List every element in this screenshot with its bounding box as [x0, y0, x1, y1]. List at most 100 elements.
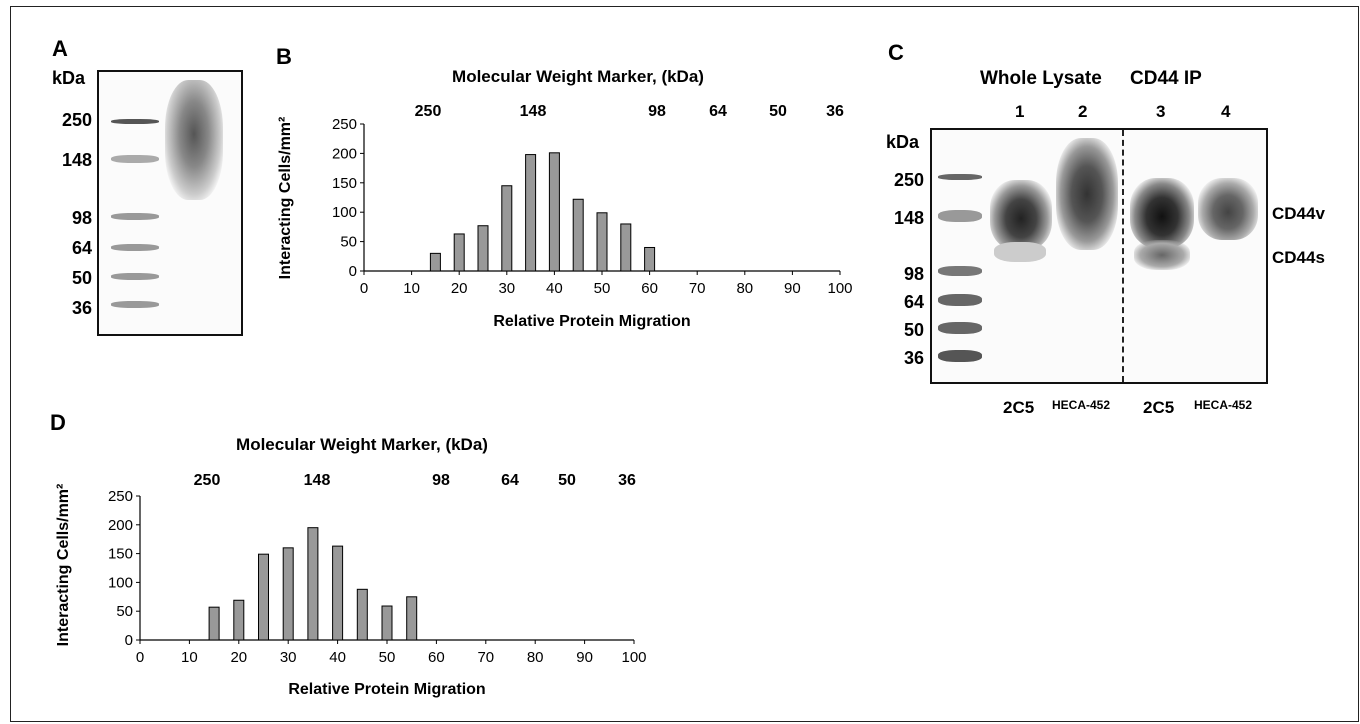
bar [548, 152, 560, 272]
panel-c-marker-64: 64 [903, 292, 924, 312]
x-tick-label: 60 [428, 649, 445, 666]
y-axis-label: Interacting Cells/mm² [55, 484, 72, 647]
y-tick-label: 200 [332, 145, 357, 162]
panel-c-marker-250: 250 [893, 170, 924, 190]
x-tick-label: 30 [498, 280, 515, 297]
panel-a-marker-36: 36 [71, 298, 92, 318]
panel-c-antibody-lane-4: HECA-452 [1194, 398, 1253, 412]
y-tick-label: 0 [125, 632, 133, 649]
x-tick-label: 0 [136, 649, 144, 666]
y-tick-label: 150 [332, 175, 357, 192]
bar [596, 212, 608, 272]
panel-c-band-cd44s: CD44s [1272, 248, 1325, 267]
figure-frame [10, 6, 1359, 722]
panel-a-blot [97, 70, 243, 336]
bar [307, 527, 319, 641]
x-tick-label: 0 [360, 280, 368, 297]
panel-c-marker-50: 50 [903, 320, 924, 340]
panel-c-antibody-lane-3: 2C5 [1143, 398, 1175, 417]
x-tick-label: 100 [621, 649, 646, 666]
panel-c-letter: C [888, 40, 904, 65]
x-axis-label: Relative Protein Migration [288, 681, 485, 698]
y-tick-label: 0 [349, 263, 357, 280]
panel-a-marker-98: 98 [71, 208, 92, 228]
bar [429, 252, 441, 272]
x-tick-label: 10 [403, 280, 420, 297]
x-axis-label: Relative Protein Migration [493, 313, 690, 330]
panel-c-lane-3: 3 [1156, 102, 1166, 121]
top-axis-tick-label: 250 [415, 103, 442, 120]
top-axis-tick-label: 98 [648, 103, 666, 120]
panel-a-letter: A [52, 36, 68, 61]
chart-title: Molecular Weight Marker, (kDa) [236, 435, 488, 454]
bar [233, 599, 245, 641]
x-tick-label: 40 [329, 649, 346, 666]
bar [356, 588, 368, 641]
panel-a-marker-250: 250 [61, 110, 92, 130]
bar [258, 553, 269, 641]
panel-a-marker-50: 50 [71, 268, 92, 288]
panel-c-lane-2: 2 [1078, 102, 1088, 121]
y-tick-label: 250 [108, 488, 133, 505]
x-tick-label: 80 [736, 280, 753, 297]
y-tick-label: 150 [108, 546, 133, 563]
x-tick-label: 20 [230, 649, 247, 666]
y-tick-label: 250 [332, 116, 357, 133]
bar [644, 246, 656, 272]
bar [620, 223, 632, 272]
bar [525, 154, 537, 272]
bar [501, 185, 513, 272]
top-axis-tick-label: 50 [769, 103, 787, 120]
x-tick-label: 30 [280, 649, 297, 666]
top-axis-tick-label: 36 [826, 103, 844, 120]
x-tick-label: 20 [451, 280, 468, 297]
panel-c-lane-4: 4 [1221, 102, 1231, 121]
panel-c-blot [930, 128, 1268, 384]
panel-a-kda-label: kDa [52, 68, 86, 88]
chart-title: Molecular Weight Marker, (kDa) [452, 67, 704, 86]
panel-c-antibody-lane-1: 2C5 [1003, 398, 1035, 417]
bar [332, 545, 344, 641]
top-axis-tick-label: 64 [501, 472, 519, 489]
bar [572, 198, 584, 272]
x-tick-label: 60 [641, 280, 658, 297]
panel-c-marker-148: 148 [893, 208, 924, 228]
top-axis-tick-label: 64 [709, 103, 727, 120]
bar [477, 225, 489, 272]
panel-c-band-cd44v: CD44v [1272, 204, 1325, 223]
panel-a-marker-64: 64 [71, 238, 92, 258]
panel-c-kda-label: kDa [886, 132, 920, 152]
panel-c-antibody-lane-2: HECA-452 [1052, 398, 1111, 412]
top-axis-tick-label: 36 [618, 472, 636, 489]
top-axis-tick-label: 148 [304, 472, 331, 489]
x-tick-label: 10 [181, 649, 198, 666]
x-tick-label: 100 [827, 280, 852, 297]
x-tick-label: 70 [689, 280, 706, 297]
top-axis-tick-label: 50 [558, 472, 576, 489]
panel-c-marker-98: 98 [903, 264, 924, 284]
bar [282, 547, 294, 641]
panel-b-letter: B [276, 44, 292, 69]
y-tick-label: 200 [108, 517, 133, 534]
x-tick-label: 50 [379, 649, 396, 666]
panel-c-group-cd44-ip: CD44 IP [1130, 68, 1202, 89]
x-tick-label: 90 [784, 280, 801, 297]
bar [453, 233, 465, 272]
bar [406, 596, 418, 641]
panel-d-letter: D [50, 410, 66, 435]
y-tick-label: 50 [340, 234, 357, 251]
x-tick-label: 70 [477, 649, 494, 666]
y-axis-label: Interacting Cells/mm² [277, 117, 294, 280]
top-axis-tick-label: 250 [194, 472, 221, 489]
panel-c-group-whole-lysate: Whole Lysate [980, 68, 1102, 89]
bar [208, 606, 220, 641]
y-tick-label: 50 [116, 603, 133, 620]
y-tick-label: 100 [108, 574, 133, 591]
x-tick-label: 90 [576, 649, 593, 666]
top-axis-tick-label: 148 [520, 103, 547, 120]
panel-c-lane-1: 1 [1015, 102, 1025, 121]
x-tick-label: 80 [527, 649, 544, 666]
bar [381, 605, 393, 641]
y-tick-label: 100 [332, 204, 357, 221]
x-tick-label: 40 [546, 280, 563, 297]
